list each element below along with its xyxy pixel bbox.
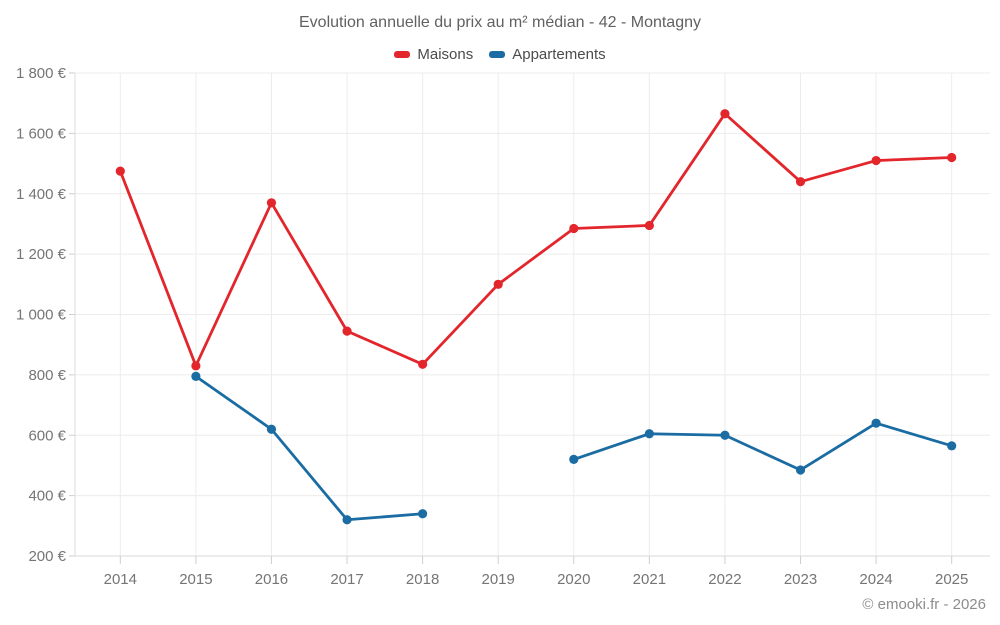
data-point-maisons-2015[interactable]	[191, 361, 201, 371]
data-point-appartements-2022[interactable]	[720, 430, 730, 440]
x-tick-label: 2020	[557, 571, 590, 588]
y-tick-label: 600 €	[28, 427, 66, 444]
series-line-appartements	[194, 374, 425, 522]
data-point-appartements-2015[interactable]	[191, 371, 201, 381]
data-point-appartements-2018[interactable]	[418, 509, 428, 519]
legend-label-appartements: Appartements	[512, 46, 606, 63]
x-tick-label: 2016	[255, 571, 288, 588]
copyright-footer: © emooki.fr - 2026	[862, 596, 986, 613]
data-point-appartements-2025[interactable]	[947, 441, 957, 451]
y-tick-label: 1 600 €	[16, 125, 67, 142]
y-tick-label: 1 800 €	[16, 65, 67, 82]
data-point-appartements-2017[interactable]	[342, 515, 352, 525]
data-point-maisons-2014[interactable]	[115, 166, 125, 176]
data-point-maisons-2023[interactable]	[795, 177, 806, 187]
data-point-maisons-2019[interactable]	[493, 279, 503, 289]
data-point-maisons-2025[interactable]	[947, 152, 957, 163]
x-tick-label: 2019	[482, 571, 515, 588]
series-line-maisons	[118, 112, 954, 368]
x-tick-label: 2023	[784, 571, 817, 588]
data-point-maisons-2020[interactable]	[569, 223, 579, 234]
data-point-maisons-2022[interactable]	[720, 109, 730, 119]
y-tick-label: 1 400 €	[16, 186, 67, 203]
x-tick-label: 2015	[179, 571, 212, 588]
chart-legend: Maisons Appartements	[0, 46, 1000, 63]
data-point-maisons-2016[interactable]	[266, 198, 277, 208]
data-point-maisons-2021[interactable]	[644, 220, 654, 231]
y-tick-label: 400 €	[28, 488, 66, 505]
y-tick-label: 1 000 €	[16, 307, 67, 324]
data-point-maisons-2024[interactable]	[871, 155, 881, 166]
x-tick-label: 2025	[935, 571, 968, 588]
y-tick-label: 200 €	[28, 548, 66, 565]
data-point-appartements-2020[interactable]	[569, 454, 579, 464]
legend-item-maisons[interactable]: Maisons	[394, 46, 473, 63]
x-tick-label: 2017	[330, 571, 363, 588]
data-point-maisons-2017[interactable]	[342, 326, 352, 336]
series-line-appartements	[572, 421, 954, 472]
data-point-appartements-2016[interactable]	[266, 424, 277, 434]
x-tick-label: 2021	[633, 571, 666, 588]
maisons-color-swatch	[394, 51, 411, 58]
x-tick-label: 2014	[104, 571, 137, 588]
data-point-appartements-2021[interactable]	[644, 429, 654, 439]
data-point-appartements-2023[interactable]	[795, 465, 806, 475]
legend-label-maisons: Maisons	[417, 46, 474, 63]
x-tick-label: 2022	[708, 571, 741, 588]
x-tick-label: 2018	[406, 571, 439, 588]
legend-item-appartements[interactable]: Appartements	[489, 46, 606, 63]
chart-title: Evolution annuelle du prix au m² médian …	[299, 14, 701, 31]
y-tick-label: 1 200 €	[16, 246, 67, 263]
x-tick-label: 2024	[859, 571, 892, 588]
appartements-color-swatch	[489, 51, 506, 58]
y-tick-label: 800 €	[28, 367, 66, 384]
data-point-maisons-2018[interactable]	[418, 359, 428, 369]
data-point-appartements-2024[interactable]	[871, 418, 881, 428]
